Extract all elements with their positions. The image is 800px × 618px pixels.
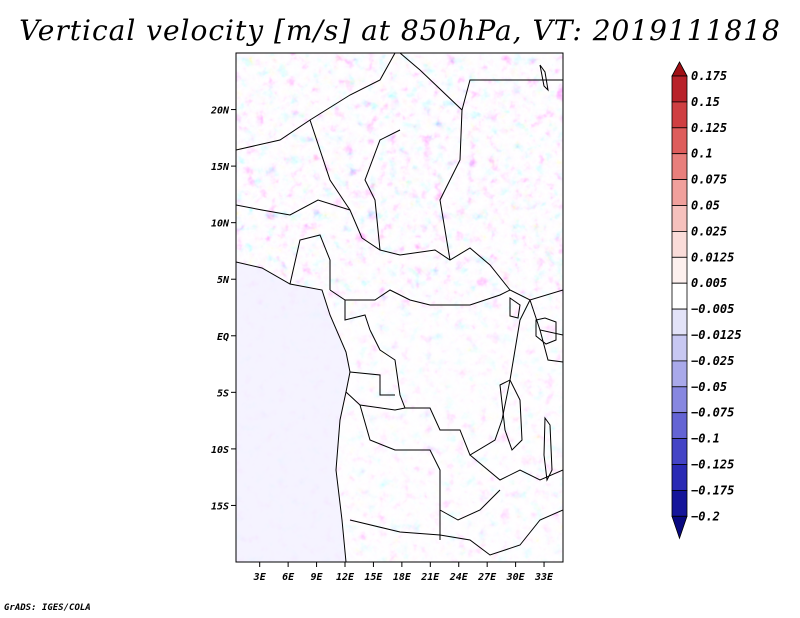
colorbar-swatch	[671, 75, 688, 103]
colorbar-swatch	[671, 489, 688, 517]
lon-tick-label: 9E	[311, 572, 324, 583]
lon-tick-label: 6E	[282, 572, 295, 583]
colorbar-swatch	[671, 334, 688, 362]
lat-tick-label: 15N	[211, 162, 230, 173]
lon-tick-label: 15E	[364, 572, 383, 583]
colorbar-label: 0.175	[691, 69, 727, 83]
colorbar-label: −0.2	[691, 509, 720, 523]
lon-tick-label: 27E	[477, 572, 497, 583]
lon-tick-label: 12E	[336, 572, 355, 583]
lat-tick-label: 10N	[211, 219, 230, 230]
colorbar-swatch	[671, 386, 688, 414]
lat-tick-label: EQ	[217, 332, 229, 343]
colorbar-swatch	[671, 101, 688, 129]
colorbar-label: 0.0125	[691, 250, 734, 264]
longitude-axis: 3E 6E 9E 12E 15E 18E 21E 24E 27E 30E 33E	[253, 562, 554, 583]
lon-tick-label: 24E	[449, 572, 469, 583]
map-frame	[235, 52, 564, 563]
colorbar-top-arrow	[671, 61, 688, 77]
page-title: Vertical velocity [m/s] at 850hPa, VT: 2…	[19, 14, 781, 47]
lon-tick-label: 21E	[420, 572, 440, 583]
grads-credit: GrADS: IGES/COLA	[4, 603, 91, 613]
colorbar-swatch	[671, 179, 688, 206]
lat-tick-label: 10S	[211, 445, 229, 456]
colorbar-bottom-arrow	[671, 515, 688, 540]
latitude-axis: 20N 15N 10N 5N EQ 5S 10S 15S	[210, 106, 236, 512]
colorbar-swatch	[671, 412, 688, 440]
colorbar-swatch	[671, 360, 688, 388]
colorbar-label: −0.125	[691, 458, 734, 472]
colorbar-swatch	[671, 230, 688, 258]
colorbar-swatch	[671, 464, 688, 491]
colorbar-label: 0.005	[691, 276, 727, 290]
lat-tick-label: 5N	[217, 275, 230, 286]
colorbar-swatch	[671, 205, 688, 232]
colorbar: 0.175 0.15 0.125 0.1 0.075 0.05 0.025 0.0125 0.0…	[671, 61, 742, 540]
colorbar-label: 0.125	[691, 121, 727, 135]
lon-tick-label: 18E	[393, 572, 412, 583]
colorbar-label: 0.05	[691, 199, 720, 213]
lat-tick-label: 20N	[210, 106, 230, 117]
lon-tick-label: 3E	[253, 572, 267, 583]
colorbar-label: 0.15	[691, 95, 720, 109]
colorbar-swatch	[671, 153, 688, 180]
colorbar-label: −0.0125	[691, 328, 742, 342]
colorbar-swatch	[671, 438, 688, 465]
colorbar-swatch	[671, 282, 688, 310]
colorbar-label: −0.075	[691, 406, 734, 420]
velocity-field	[236, 53, 563, 562]
colorbar-swatch	[671, 127, 688, 155]
colorbar-label: 0.1	[691, 147, 713, 161]
colorbar-label: 0.025	[691, 224, 727, 238]
colorbar-label: 0.075	[691, 173, 727, 187]
colorbar-swatch	[671, 308, 688, 336]
colorbar-label: −0.05	[691, 380, 727, 394]
colorbar-swatch	[671, 256, 688, 284]
lat-tick-label: 5S	[217, 388, 229, 399]
colorbar-label: −0.1	[691, 432, 720, 446]
lon-tick-label: 33E	[534, 572, 554, 583]
colorbar-label: −0.175	[691, 483, 734, 497]
lat-tick-label: 15S	[211, 501, 229, 512]
lon-tick-label: 30E	[506, 572, 526, 583]
colorbar-label: −0.025	[691, 354, 734, 368]
colorbar-label: −0.005	[691, 302, 734, 316]
country-borders	[236, 53, 563, 562]
ocean-area	[236, 262, 350, 562]
